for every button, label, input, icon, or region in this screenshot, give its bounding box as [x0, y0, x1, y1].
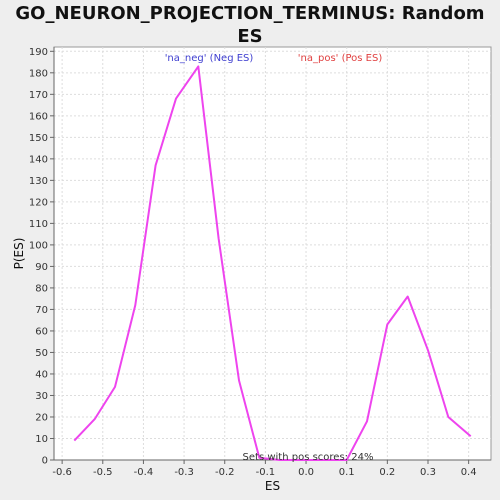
y-tick-label: 10	[35, 434, 48, 445]
y-tick-label: 120	[29, 197, 48, 208]
y-tick-label: 70	[35, 305, 48, 316]
legend-neg-label: 'na_neg' (Neg ES)	[165, 53, 254, 64]
plot-area	[53, 46, 492, 461]
y-tick-label: 80	[35, 283, 48, 294]
x-tick-label: -0.6	[52, 467, 72, 478]
y-tick-label: 90	[35, 262, 48, 273]
y-tick-label: 20	[35, 412, 48, 423]
x-tick-label: -0.3	[174, 467, 194, 478]
y-tick-label: 30	[35, 391, 48, 402]
y-tick-label: 0	[42, 456, 48, 467]
y-tick-label: 160	[29, 111, 48, 122]
x-tick-label: -0.2	[215, 467, 235, 478]
y-tick-label: 140	[29, 154, 48, 165]
chart-title-line-1: GO_NEURON_PROJECTION_TERMINUS: Random ES	[15, 3, 485, 47]
y-axis-title: P(ES)	[12, 238, 26, 270]
y-tick-label: 180	[29, 68, 48, 79]
x-axis-title: ES	[265, 479, 280, 493]
y-tick-label: 110	[29, 219, 48, 230]
y-tick-label: 50	[35, 348, 48, 359]
x-tick-label: -0.5	[93, 467, 113, 478]
legend-pos-label: 'na_pos' (Pos ES)	[298, 53, 383, 64]
y-tick-label: 40	[35, 369, 48, 380]
series-layer	[73, 65, 472, 461]
x-tick-label: 0.0	[298, 467, 314, 478]
y-tick-label: 190	[29, 47, 48, 58]
x-tick-label: -0.4	[134, 467, 154, 478]
y-tick-label: 130	[29, 176, 48, 187]
y-tick-label: 100	[29, 240, 48, 251]
x-tick-label: 0.3	[420, 467, 436, 478]
y-tick-label: 150	[29, 133, 48, 144]
es-distribution-line	[73, 65, 472, 461]
x-tick-label: 0.1	[339, 467, 355, 478]
y-tick-label: 60	[35, 326, 48, 337]
y-tick-label: 170	[29, 90, 48, 101]
text-layer: 0 10 20 30 40 50 60 70 80 90 100 110 120 130 140 150 160…	[12, 47, 477, 493]
x-tick-label: -0.1	[256, 467, 276, 478]
pos-scores-annotation: Sets with pos scores: 24%	[243, 452, 374, 463]
x-tick-label: 0.2	[379, 467, 395, 478]
x-tick-label: 0.4	[461, 467, 477, 478]
